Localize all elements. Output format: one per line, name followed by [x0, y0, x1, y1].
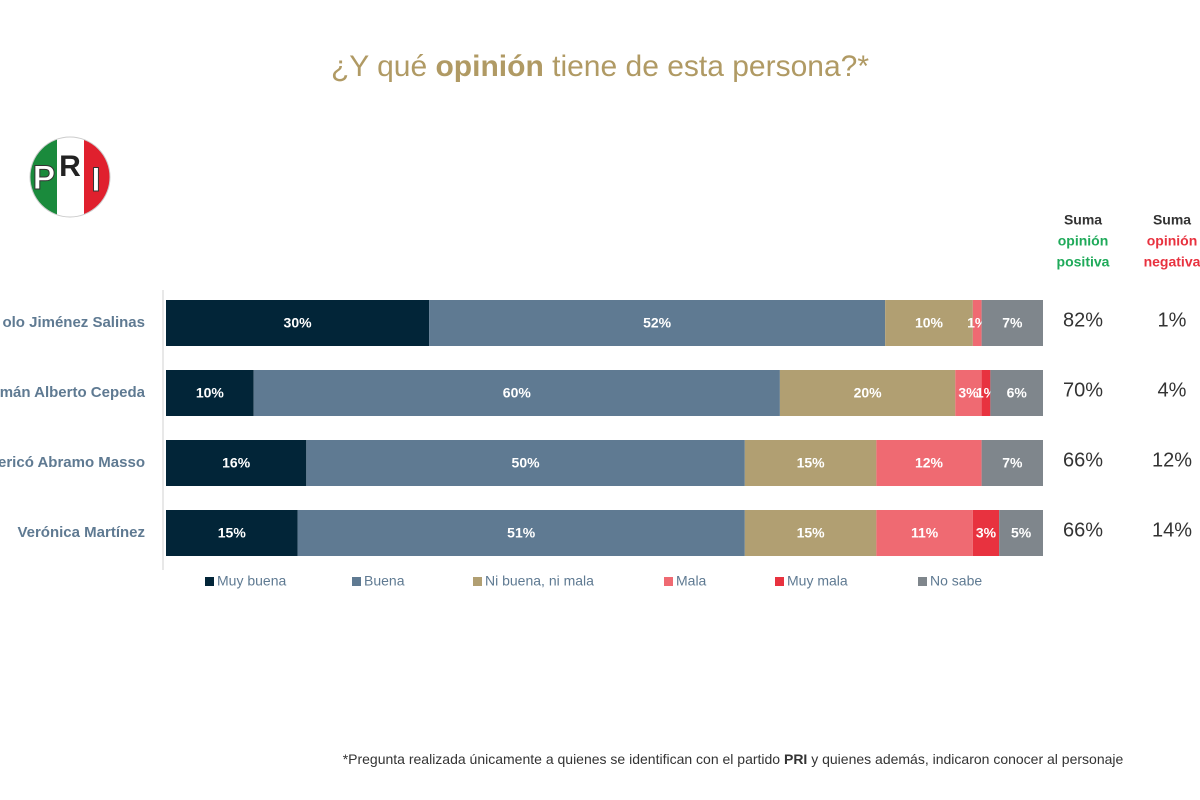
value-label: 15%	[797, 525, 826, 541]
legend-label: Ni buena, ni mala	[485, 573, 594, 589]
bar-segment	[972, 300, 982, 346]
bar-segment	[981, 370, 991, 416]
value-label: 52%	[643, 315, 672, 331]
summary-value: 66%	[1063, 519, 1103, 541]
bar-segment	[166, 300, 430, 346]
bar-segment	[166, 510, 298, 556]
value-label: 7%	[1002, 455, 1023, 471]
title-part: opinión	[435, 50, 543, 83]
value-label: 30%	[284, 315, 313, 331]
legend-label: Buena	[364, 573, 405, 589]
value-label: 51%	[507, 525, 536, 541]
value-label: 6%	[1007, 385, 1028, 401]
bar-segment	[166, 370, 254, 416]
category-label: olo Jiménez Salinas	[2, 314, 145, 331]
summary-header: positiva	[1057, 254, 1110, 270]
title-part: ¿Y qué	[331, 50, 436, 83]
legend-swatch	[473, 577, 482, 586]
category-label: mán Alberto Cepeda	[0, 384, 146, 401]
summary-value: 66%	[1063, 449, 1103, 471]
bar-segment	[885, 300, 973, 346]
value-label: 10%	[196, 385, 225, 401]
value-label: 15%	[218, 525, 247, 541]
bar-segment	[744, 510, 877, 556]
legend-swatch	[205, 577, 214, 586]
legend-swatch	[918, 577, 927, 586]
summary-value: 82%	[1063, 309, 1103, 331]
logo-letter: P	[33, 159, 56, 197]
value-label: 12%	[915, 455, 944, 471]
legend-label: Muy buena	[217, 573, 286, 589]
summary-value: 70%	[1063, 379, 1103, 401]
value-label: 3%	[976, 525, 997, 541]
summary-header: opinión	[1147, 233, 1198, 249]
bar-segment	[306, 440, 745, 486]
logo-white	[57, 137, 84, 217]
value-label: 16%	[222, 455, 251, 471]
value-label: 3%	[958, 385, 979, 401]
legend-label: Mala	[676, 573, 707, 589]
summary-header: opinión	[1058, 233, 1109, 249]
chart-title: ¿Y qué opinión tiene de esta persona?*	[331, 50, 869, 83]
value-label: 20%	[854, 385, 883, 401]
summary-value: 4%	[1158, 379, 1187, 401]
bar-segment	[972, 510, 1000, 556]
bar-segment	[876, 440, 982, 486]
summary-header: Suma	[1153, 212, 1191, 228]
bar-segment	[981, 440, 1043, 486]
value-label: 15%	[797, 455, 826, 471]
bar-segment	[429, 300, 886, 346]
legend-label: No sabe	[930, 573, 982, 589]
title-part: tiene de esta persona?*	[544, 50, 870, 83]
category-label: Verónica Martínez	[17, 524, 145, 541]
bar-segment	[955, 370, 982, 416]
category-label: ericó Abramo Masso	[0, 454, 145, 471]
legend-swatch	[775, 577, 784, 586]
summary-value: 12%	[1152, 449, 1192, 471]
value-label: 11%	[911, 525, 939, 541]
bar-segment	[779, 370, 956, 416]
legend-swatch	[664, 577, 673, 586]
bar-segment	[253, 370, 780, 416]
bar-segment	[166, 440, 307, 486]
legend-label: Muy mala	[787, 573, 848, 589]
summary-value: 1%	[1158, 309, 1187, 331]
legend-swatch	[352, 577, 361, 586]
footnote: *Pregunta realizada únicamente a quienes…	[343, 751, 1124, 767]
value-label: 60%	[503, 385, 532, 401]
value-label: 5%	[1011, 525, 1032, 541]
bar-segment	[981, 300, 1043, 346]
bar-segment	[999, 510, 1043, 556]
summary-header: Suma	[1064, 212, 1102, 228]
logo: P R I	[29, 136, 111, 218]
summary-header: negativa	[1144, 254, 1200, 270]
footnote-part: PRI	[784, 751, 807, 767]
bar-segment	[990, 370, 1043, 416]
logo-letter: I	[91, 161, 100, 199]
bar-segment	[744, 440, 877, 486]
summary-value: 14%	[1152, 519, 1192, 541]
value-label: 50%	[512, 455, 541, 471]
footnote-part: *Pregunta realizada únicamente a quienes…	[343, 751, 784, 767]
bar-segment	[297, 510, 745, 556]
logo-ring	[29, 136, 111, 218]
value-label: 7%	[1002, 315, 1023, 331]
bar-segment	[876, 510, 973, 556]
footnote-part: y quienes además, indicaron conocer al p…	[807, 751, 1123, 767]
logo-letter: R	[59, 150, 81, 183]
value-label: 10%	[915, 315, 944, 331]
